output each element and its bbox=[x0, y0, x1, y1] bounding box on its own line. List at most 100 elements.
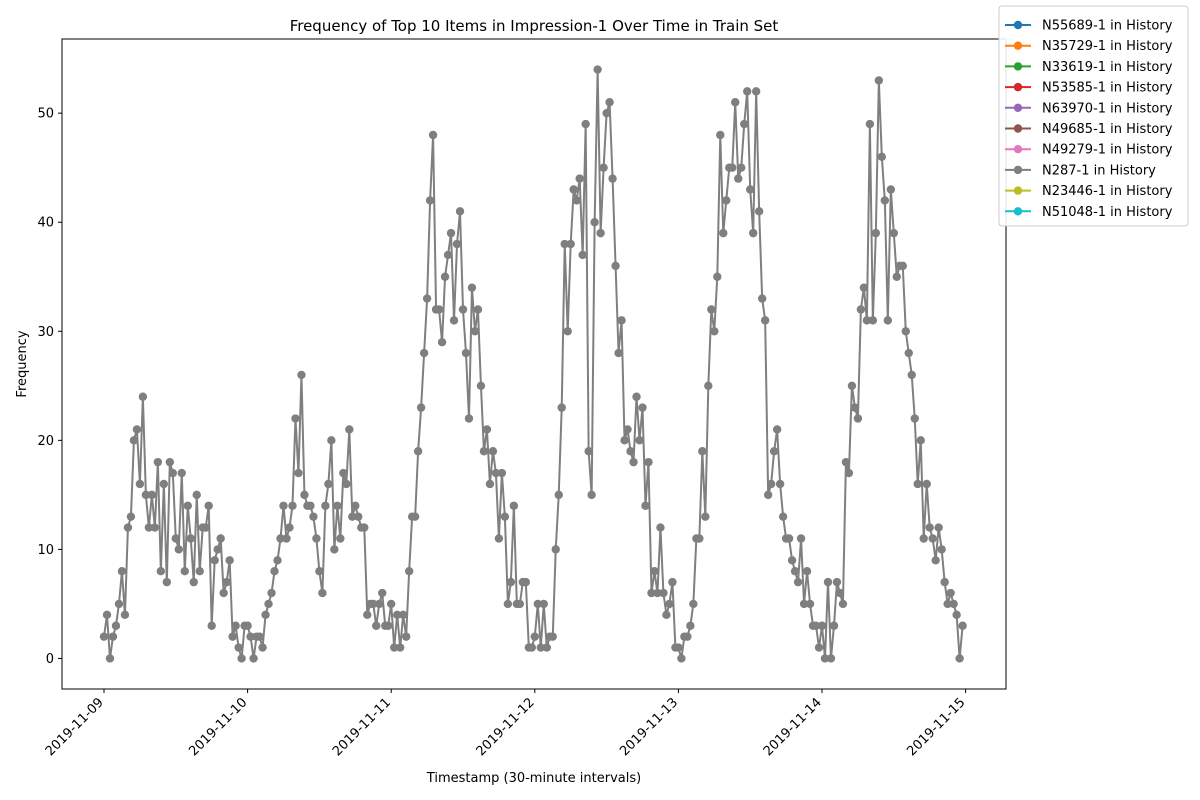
legend-dot-marker bbox=[1013, 145, 1023, 154]
data-point bbox=[413, 447, 423, 456]
chart-title: Frequency of Top 10 Items in Impression-… bbox=[290, 17, 779, 35]
data-point bbox=[793, 577, 803, 587]
data-point bbox=[204, 501, 213, 510]
data-point bbox=[186, 534, 195, 543]
y-tick-label: 30 bbox=[37, 325, 54, 340]
data-point bbox=[141, 490, 151, 500]
data-point bbox=[509, 501, 519, 510]
legend-label: N287-1 in History bbox=[1042, 163, 1156, 178]
x-axis-label: Timestamp (30-minute intervals) bbox=[426, 771, 641, 786]
data-point bbox=[192, 490, 201, 500]
data-point bbox=[641, 501, 650, 510]
data-point bbox=[395, 643, 405, 652]
data-point bbox=[153, 457, 163, 467]
data-point bbox=[102, 610, 112, 620]
data-point bbox=[297, 370, 306, 380]
data-point bbox=[665, 599, 674, 609]
data-point bbox=[345, 425, 354, 434]
legend-item: N49685-1 in History bbox=[1005, 122, 1173, 137]
legend: N55689-1 in History N35729-1 in History N3… bbox=[998, 5, 1189, 227]
data-point bbox=[336, 534, 345, 543]
x-tick-label: 2019-11-11 bbox=[330, 695, 394, 759]
data-point bbox=[348, 512, 357, 521]
data-point bbox=[904, 348, 913, 358]
data-point bbox=[219, 588, 228, 598]
data-point bbox=[946, 588, 955, 598]
data-point bbox=[590, 218, 599, 227]
data-point bbox=[351, 501, 360, 510]
data-point bbox=[443, 250, 453, 260]
data-point bbox=[216, 534, 225, 543]
data-point bbox=[324, 479, 333, 489]
data-point bbox=[617, 316, 626, 325]
series-line bbox=[103, 68, 964, 660]
legend-item: N55689-1 in History bbox=[1005, 19, 1173, 34]
data-point bbox=[378, 588, 387, 598]
data-point bbox=[279, 501, 288, 510]
data-point bbox=[183, 501, 192, 510]
data-point bbox=[826, 654, 836, 663]
data-point bbox=[144, 523, 154, 532]
data-point bbox=[578, 250, 587, 260]
data-point bbox=[387, 599, 396, 609]
data-point bbox=[342, 479, 351, 489]
data-point bbox=[533, 599, 542, 609]
data-point bbox=[213, 545, 222, 554]
data-point bbox=[285, 523, 294, 532]
data-point bbox=[485, 479, 495, 489]
x-tick-label: 2019-11-09 bbox=[43, 695, 107, 759]
data-point bbox=[306, 501, 315, 510]
data-point bbox=[862, 316, 872, 325]
y-tick-label: 0 bbox=[46, 652, 54, 667]
data-point bbox=[123, 523, 133, 532]
data-point bbox=[500, 512, 510, 521]
data-point bbox=[129, 436, 139, 445]
data-point bbox=[276, 534, 285, 543]
data-point bbox=[620, 436, 629, 445]
data-point bbox=[375, 599, 384, 609]
data-point bbox=[829, 621, 839, 630]
data-point bbox=[294, 468, 303, 478]
data-point bbox=[542, 643, 551, 652]
data-point bbox=[327, 436, 336, 445]
data-point bbox=[231, 621, 240, 630]
data-point bbox=[602, 108, 611, 118]
legend-item: N63970-1 in History bbox=[1005, 101, 1173, 116]
data-point bbox=[644, 457, 653, 467]
data-point bbox=[255, 632, 264, 641]
data-point bbox=[291, 414, 300, 423]
data-point bbox=[919, 534, 928, 543]
data-point bbox=[404, 567, 414, 576]
data-point bbox=[743, 87, 752, 96]
data-point bbox=[111, 621, 121, 630]
legend-label: N33619-1 in History bbox=[1042, 60, 1173, 75]
legend-dot-marker bbox=[1013, 165, 1023, 175]
plot-area bbox=[99, 65, 967, 663]
data-point bbox=[632, 392, 641, 401]
data-point bbox=[156, 567, 166, 576]
data-point bbox=[901, 327, 910, 336]
data-point bbox=[536, 643, 545, 652]
data-point bbox=[683, 632, 692, 641]
x-tick-label: 2019-11-14 bbox=[761, 695, 825, 759]
x-tick-label: 2019-11-12 bbox=[474, 695, 538, 759]
data-point bbox=[892, 272, 901, 281]
data-point bbox=[599, 163, 608, 172]
data-point bbox=[635, 436, 644, 445]
legend-label: N49685-1 in History bbox=[1042, 122, 1173, 137]
data-point bbox=[886, 185, 896, 194]
data-point bbox=[638, 403, 647, 412]
data-point bbox=[177, 468, 186, 478]
data-point bbox=[737, 163, 746, 172]
data-point bbox=[850, 403, 860, 412]
data-point bbox=[132, 425, 142, 434]
data-point bbox=[784, 534, 794, 543]
data-point bbox=[605, 98, 614, 107]
data-point bbox=[273, 556, 282, 565]
data-point bbox=[159, 479, 169, 489]
data-point bbox=[790, 567, 800, 576]
data-point bbox=[799, 599, 809, 609]
data-point bbox=[455, 207, 465, 216]
data-point bbox=[258, 643, 267, 652]
data-point bbox=[584, 447, 593, 456]
